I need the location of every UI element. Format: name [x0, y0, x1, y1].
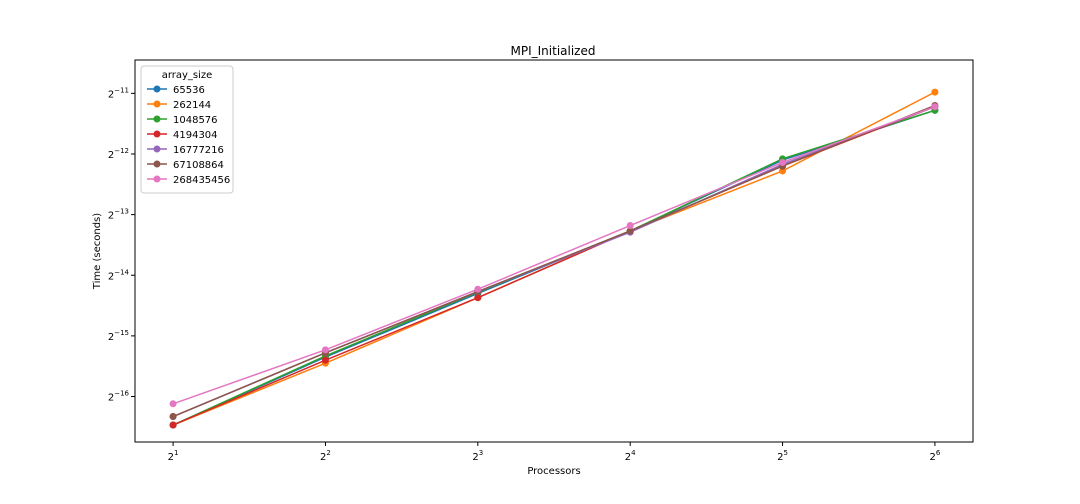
y-tick-label: 2−16 — [108, 390, 130, 404]
x-axis: 21 22 23 24 25 26 — [168, 442, 941, 463]
y-axis-title: Time (seconds) — [92, 213, 103, 290]
y-tick-label-exponent: −15 — [114, 329, 129, 337]
x-tick-label-exponent: 4 — [631, 449, 636, 457]
legend: array_size 65536 262144 1048576 4194304 16777… — [140, 65, 234, 194]
legend-marker — [153, 175, 161, 183]
legend-label: 16777216 — [173, 145, 224, 156]
legend-label: 67108864 — [173, 160, 224, 171]
y-tick-label-base: 2 — [108, 393, 114, 404]
y-tick-label-exponent: −11 — [114, 86, 129, 94]
legend-item: 262144 — [147, 100, 211, 111]
x-tick-label-exponent: 6 — [936, 449, 941, 457]
legend-title: array_size — [162, 70, 213, 81]
legend-item: 268435456 — [147, 175, 230, 186]
data-point — [931, 88, 939, 96]
plot-area — [169, 88, 939, 429]
chart-title: MPI_Initialized — [511, 44, 596, 58]
y-tick-label-exponent: −14 — [114, 268, 129, 276]
legend-marker — [153, 160, 161, 168]
y-tick-label-base: 2 — [108, 150, 114, 161]
data-point — [321, 356, 329, 364]
data-point — [779, 158, 787, 166]
x-tick-label-exponent: 1 — [174, 449, 178, 457]
y-axis: 2−162−152−142−132−122−11 — [108, 86, 135, 404]
y-tick-label-base: 2 — [108, 332, 114, 343]
legend-label: 4194304 — [173, 130, 218, 141]
legend-label: 1048576 — [173, 115, 218, 126]
legend-item: 16777216 — [147, 145, 224, 156]
y-tick-label-exponent: −12 — [114, 147, 129, 155]
legend-item: 67108864 — [147, 160, 224, 171]
y-tick-label-base: 2 — [108, 271, 114, 282]
legend-marker — [153, 130, 161, 138]
x-tick-label-base: 2 — [168, 452, 174, 463]
legend-item: 1048576 — [147, 115, 218, 126]
x-tick-label: 24 — [625, 449, 636, 463]
legend-item: 4194304 — [147, 130, 218, 141]
y-tick-label: 2−14 — [108, 268, 130, 282]
data-point — [931, 103, 939, 111]
data-point — [779, 167, 787, 175]
x-tick-label: 21 — [168, 449, 179, 463]
x-tick-label: 23 — [472, 449, 483, 463]
series-line — [172, 104, 936, 418]
series-268435456 — [169, 103, 939, 408]
y-tick-label-exponent: −13 — [114, 208, 129, 216]
x-tick-label: 25 — [777, 449, 788, 463]
y-tick-label: 2−12 — [108, 147, 129, 161]
x-tick-label: 26 — [929, 449, 940, 463]
x-axis-title: Processors — [527, 466, 580, 477]
y-tick-label: 2−15 — [108, 329, 129, 343]
x-tick-label-exponent: 3 — [479, 449, 483, 457]
y-tick-label: 2−13 — [108, 208, 129, 222]
axes-frame — [134, 59, 974, 443]
x-tick-label-base: 2 — [472, 452, 478, 463]
legend-marker — [153, 100, 161, 108]
data-point — [321, 346, 329, 354]
x-tick-label: 22 — [320, 449, 331, 463]
x-tick-label-base: 2 — [625, 452, 631, 463]
legend-label: 65536 — [173, 85, 205, 96]
legend-label: 268435456 — [173, 175, 230, 186]
legend-label: 262144 — [173, 100, 211, 111]
data-point — [626, 222, 634, 230]
series-line — [172, 105, 936, 405]
x-tick-label-exponent: 5 — [783, 449, 787, 457]
x-tick-label-base: 2 — [929, 452, 935, 463]
x-tick-label-base: 2 — [320, 452, 326, 463]
y-tick-label: 2−11 — [108, 86, 129, 100]
data-point — [626, 227, 634, 235]
legend-marker — [153, 145, 161, 153]
data-point — [169, 413, 177, 421]
x-tick-label-exponent: 2 — [326, 449, 330, 457]
legend-marker — [153, 115, 161, 123]
legend-box — [140, 65, 234, 194]
y-tick-label-base: 2 — [108, 89, 114, 100]
data-point — [474, 294, 482, 302]
x-tick-label-base: 2 — [777, 452, 783, 463]
data-point — [474, 285, 482, 293]
y-tick-label-base: 2 — [108, 211, 114, 222]
y-tick-label-exponent: −16 — [114, 390, 129, 398]
legend-marker — [153, 85, 161, 93]
legend-item: 65536 — [147, 85, 205, 96]
data-point — [169, 421, 177, 429]
data-point — [169, 400, 177, 408]
